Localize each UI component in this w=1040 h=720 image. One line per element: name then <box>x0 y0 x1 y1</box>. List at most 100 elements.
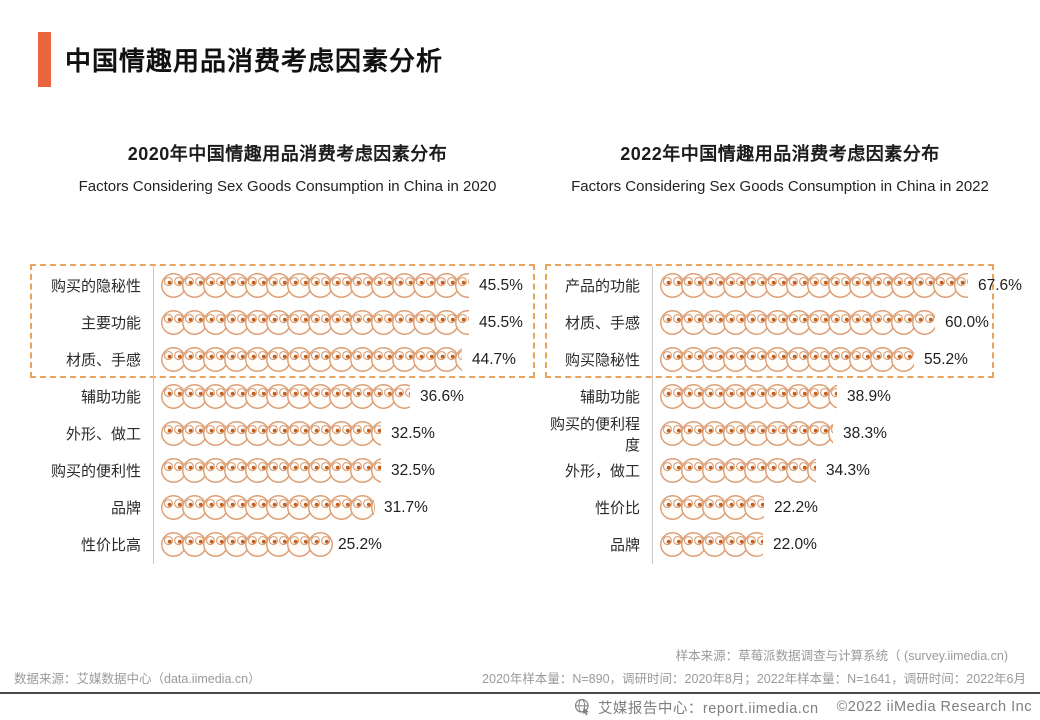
smiley-face-icon <box>743 420 769 448</box>
smiley-face-icon <box>223 494 249 522</box>
smiley-face-icon <box>785 346 811 374</box>
chart-row: 产品的功能 67.6% <box>545 267 1022 304</box>
chart-row: 辅助功能 38.9% <box>545 378 994 415</box>
smiley-face-icon <box>202 383 228 411</box>
smiley-face-icon <box>244 494 270 522</box>
smiley-face-icon <box>454 272 469 300</box>
smiley-face-icon <box>349 346 375 374</box>
smiley-face-icon <box>202 531 228 559</box>
smiley-face-icon <box>286 420 312 448</box>
row-value: 32.5% <box>391 461 435 479</box>
smiley-face-icon <box>181 309 207 337</box>
smiley-face-icon <box>286 531 312 559</box>
smiley-face-icon <box>785 383 811 411</box>
smiley-face-icon <box>659 420 685 448</box>
accent-bar <box>38 32 51 87</box>
smiley-face-icon <box>265 494 291 522</box>
smiley-face-icon <box>349 494 375 522</box>
smiley-face-icon <box>827 272 853 300</box>
row-icons <box>652 419 833 448</box>
smiley-face-icon <box>349 457 375 485</box>
smiley-face-icon <box>743 309 769 337</box>
page-title: 中国情趣用品消费考虑因素分析 <box>65 46 444 76</box>
smiley-face-icon <box>953 272 968 300</box>
smiley-face-icon <box>764 383 790 411</box>
smiley-face-icon <box>806 346 832 374</box>
smiley-face-icon <box>202 494 228 522</box>
smiley-face-icon <box>701 457 727 485</box>
row-value: 55.2% <box>924 350 968 368</box>
smiley-face-icon <box>265 346 291 374</box>
row-label: 辅助功能 <box>579 389 640 406</box>
footer-report-center: 艾媒报告中心：report.iimedia.cn <box>597 700 819 717</box>
smiley-face-icon <box>806 420 832 448</box>
smiley-face-icon <box>722 531 748 559</box>
smiley-face-icon <box>659 309 685 337</box>
smiley-face-icon <box>743 494 764 522</box>
row-label: 性价比 <box>594 500 640 517</box>
row-value: 67.6% <box>978 276 1022 294</box>
smiley-face-icon <box>286 383 312 411</box>
row-value: 38.3% <box>843 424 887 442</box>
smiley-face-icon <box>412 346 438 374</box>
row-value: 22.0% <box>773 535 817 553</box>
row-label: 外形，做工 <box>564 463 640 480</box>
smiley-face-icon <box>680 457 706 485</box>
row-value: 44.7% <box>472 350 516 368</box>
smiley-face-icon <box>433 346 459 374</box>
smiley-face-icon <box>370 346 396 374</box>
smiley-face-icon <box>202 457 228 485</box>
smiley-face-icon <box>680 309 706 337</box>
smiley-face-icon <box>370 457 381 485</box>
smiley-face-icon <box>244 272 270 300</box>
smiley-face-icon <box>743 346 769 374</box>
smiley-face-icon <box>743 457 769 485</box>
smiley-face-icon <box>848 346 874 374</box>
row-label: 产品的功能 <box>564 278 640 295</box>
row-icons <box>153 345 462 374</box>
smiley-face-icon <box>244 346 270 374</box>
smiley-face-icon <box>806 309 832 337</box>
row-label: 购买的隐秘性 <box>50 278 141 295</box>
smiley-face-icon <box>202 420 228 448</box>
row-icons <box>153 456 381 485</box>
smiley-face-icon <box>160 457 186 485</box>
smiley-face-icon <box>244 420 270 448</box>
smiley-face-icon <box>328 272 354 300</box>
smiley-face-icon <box>785 420 811 448</box>
smiley-face-icon <box>869 272 895 300</box>
row-label: 辅助功能 <box>80 389 141 406</box>
smiley-face-icon <box>722 309 748 337</box>
smiley-face-icon <box>181 420 207 448</box>
smiley-face-icon <box>764 272 790 300</box>
smiley-face-icon <box>223 383 249 411</box>
chart-row: 品牌 22.0% <box>545 526 994 563</box>
smiley-face-icon <box>890 346 914 374</box>
smiley-face-icon <box>827 346 853 374</box>
chart-row: 性价比 22.2% <box>545 489 994 526</box>
data-source-note: 数据来源：艾媒数据中心（data.iimedia.cn） <box>14 672 261 686</box>
row-value: 31.7% <box>384 498 428 516</box>
row-icons <box>153 308 469 337</box>
smiley-face-icon <box>785 309 811 337</box>
smiley-face-icon <box>223 420 249 448</box>
row-icons <box>652 456 816 485</box>
smiley-face-icon <box>370 383 396 411</box>
smiley-face-icon <box>659 531 685 559</box>
smiley-face-icon <box>307 420 333 448</box>
row-label: 材质、手感 <box>564 315 640 332</box>
smiley-face-icon <box>265 420 291 448</box>
smiley-face-icon <box>785 272 811 300</box>
row-label: 性价比高 <box>80 537 141 554</box>
smiley-face-icon <box>454 309 469 337</box>
chart-row: 主要功能 45.5% <box>30 304 535 341</box>
smiley-face-icon <box>202 309 228 337</box>
smiley-face-icon <box>160 309 186 337</box>
smiley-face-icon <box>265 457 291 485</box>
chart-row: 材质、手感 60.0% <box>545 304 994 341</box>
smiley-face-icon <box>286 346 312 374</box>
smiley-face-icon <box>764 420 790 448</box>
smiley-face-icon <box>722 272 748 300</box>
smiley-face-icon <box>659 272 685 300</box>
row-label: 品牌 <box>609 537 640 554</box>
